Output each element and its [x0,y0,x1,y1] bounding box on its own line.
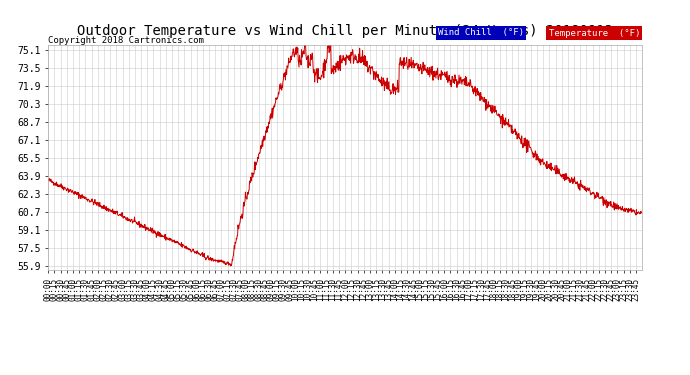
Text: Wind Chill  (°F): Wind Chill (°F) [438,28,524,38]
Text: Temperature  (°F): Temperature (°F) [549,28,640,38]
Text: Copyright 2018 Cartronics.com: Copyright 2018 Cartronics.com [48,36,204,45]
Text: Outdoor Temperature vs Wind Chill per Minute (24 Hours) 20180913: Outdoor Temperature vs Wind Chill per Mi… [77,24,613,38]
